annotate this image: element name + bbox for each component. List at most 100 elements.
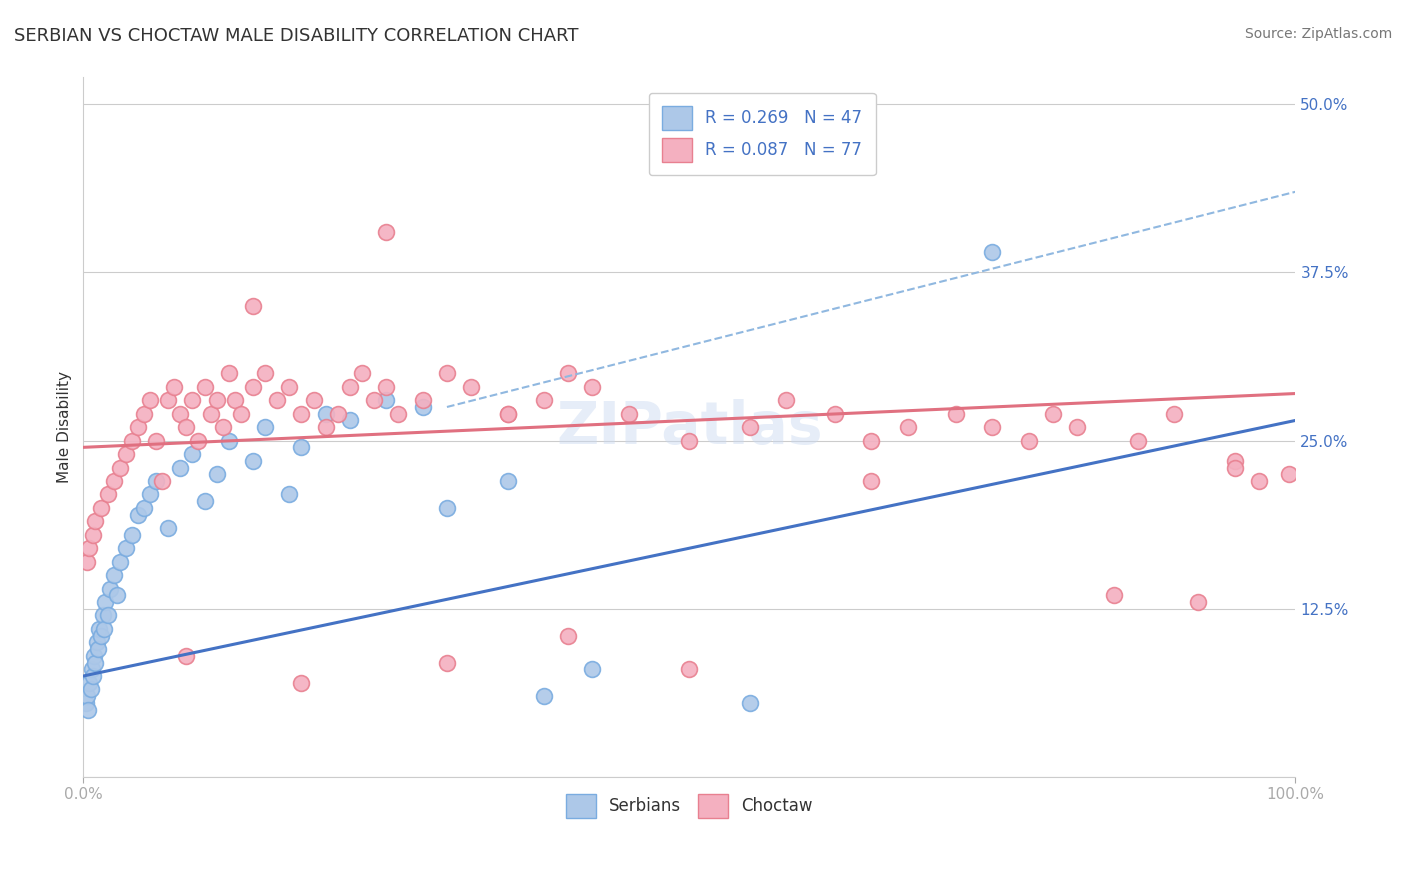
Point — [96, 608, 118, 623]
Point — [436, 656, 458, 670]
Point — [496, 407, 519, 421]
Point — [139, 393, 162, 408]
Point — [82, 669, 104, 683]
Point — [108, 460, 131, 475]
Point — [96, 487, 118, 501]
Point — [1187, 595, 1209, 609]
Point — [387, 407, 409, 421]
Point — [127, 508, 149, 522]
Point — [103, 474, 125, 488]
Point — [496, 474, 519, 488]
Point — [163, 380, 186, 394]
Point — [557, 629, 579, 643]
Point — [87, 642, 110, 657]
Point — [290, 407, 312, 421]
Point — [278, 380, 301, 394]
Point — [1066, 420, 1088, 434]
Point — [79, 541, 101, 556]
Point — [181, 393, 204, 408]
Point — [290, 440, 312, 454]
Point — [75, 696, 97, 710]
Point — [581, 662, 603, 676]
Point — [1018, 434, 1040, 448]
Point — [86, 635, 108, 649]
Point — [254, 367, 277, 381]
Point — [1126, 434, 1149, 448]
Point — [824, 407, 846, 421]
Point — [617, 407, 640, 421]
Point — [315, 407, 337, 421]
Point — [218, 367, 240, 381]
Point — [326, 407, 349, 421]
Point — [200, 407, 222, 421]
Point — [145, 474, 167, 488]
Point — [157, 393, 180, 408]
Point — [436, 500, 458, 515]
Point — [105, 588, 128, 602]
Point — [242, 454, 264, 468]
Point — [860, 474, 883, 488]
Point — [90, 629, 112, 643]
Point — [82, 528, 104, 542]
Point — [1163, 407, 1185, 421]
Point — [150, 474, 173, 488]
Point — [84, 656, 107, 670]
Point — [79, 675, 101, 690]
Point — [187, 434, 209, 448]
Point — [84, 514, 107, 528]
Point — [132, 500, 155, 515]
Point — [108, 555, 131, 569]
Point — [121, 528, 143, 542]
Point — [205, 393, 228, 408]
Point — [363, 393, 385, 408]
Text: ZIPatlas: ZIPatlas — [555, 399, 823, 456]
Point — [460, 380, 482, 394]
Point — [375, 225, 398, 239]
Point — [80, 662, 103, 676]
Point — [412, 400, 434, 414]
Legend: Serbians, Choctaw: Serbians, Choctaw — [560, 788, 820, 824]
Point — [103, 568, 125, 582]
Point — [1278, 467, 1301, 482]
Point — [1249, 474, 1271, 488]
Point — [169, 407, 191, 421]
Point — [557, 367, 579, 381]
Point — [678, 434, 700, 448]
Point — [266, 393, 288, 408]
Point — [93, 622, 115, 636]
Point — [114, 447, 136, 461]
Point — [181, 447, 204, 461]
Point — [193, 380, 215, 394]
Point — [121, 434, 143, 448]
Point — [738, 420, 761, 434]
Point — [205, 467, 228, 482]
Point — [229, 407, 252, 421]
Point — [738, 696, 761, 710]
Point — [436, 367, 458, 381]
Point — [945, 407, 967, 421]
Point — [254, 420, 277, 434]
Point — [242, 380, 264, 394]
Point — [412, 393, 434, 408]
Point — [981, 420, 1004, 434]
Point — [76, 689, 98, 703]
Point — [83, 648, 105, 663]
Point — [145, 434, 167, 448]
Point — [90, 500, 112, 515]
Point — [678, 662, 700, 676]
Point — [127, 420, 149, 434]
Point — [139, 487, 162, 501]
Point — [375, 380, 398, 394]
Point — [339, 413, 361, 427]
Point — [1102, 588, 1125, 602]
Y-axis label: Male Disability: Male Disability — [58, 371, 72, 483]
Point — [581, 380, 603, 394]
Point — [211, 420, 233, 434]
Point — [339, 380, 361, 394]
Point — [896, 420, 918, 434]
Text: SERBIAN VS CHOCTAW MALE DISABILITY CORRELATION CHART: SERBIAN VS CHOCTAW MALE DISABILITY CORRE… — [14, 27, 578, 45]
Point — [533, 393, 555, 408]
Point — [98, 582, 121, 596]
Point — [775, 393, 797, 408]
Point — [315, 420, 337, 434]
